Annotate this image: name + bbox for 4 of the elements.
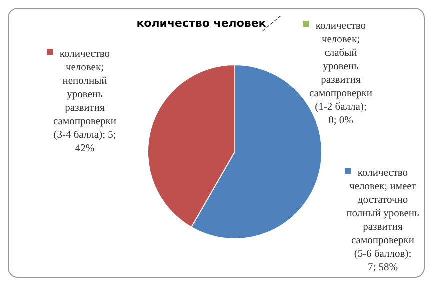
legend-label: количество человек; неполный уровень развития самопроверки (3-4 балла); 5; 42%: [54, 49, 117, 154]
legend-label: количество человек; слабый уровень развития самопроверки (1-2 балла); 0; 0%: [310, 21, 373, 126]
legend-label: количество человек; имеет достаточно полный уровень развития самопроверки (5-6 баллов); 7; 58%: [346, 168, 420, 274]
chart-title: количество человек: [136, 17, 267, 30]
